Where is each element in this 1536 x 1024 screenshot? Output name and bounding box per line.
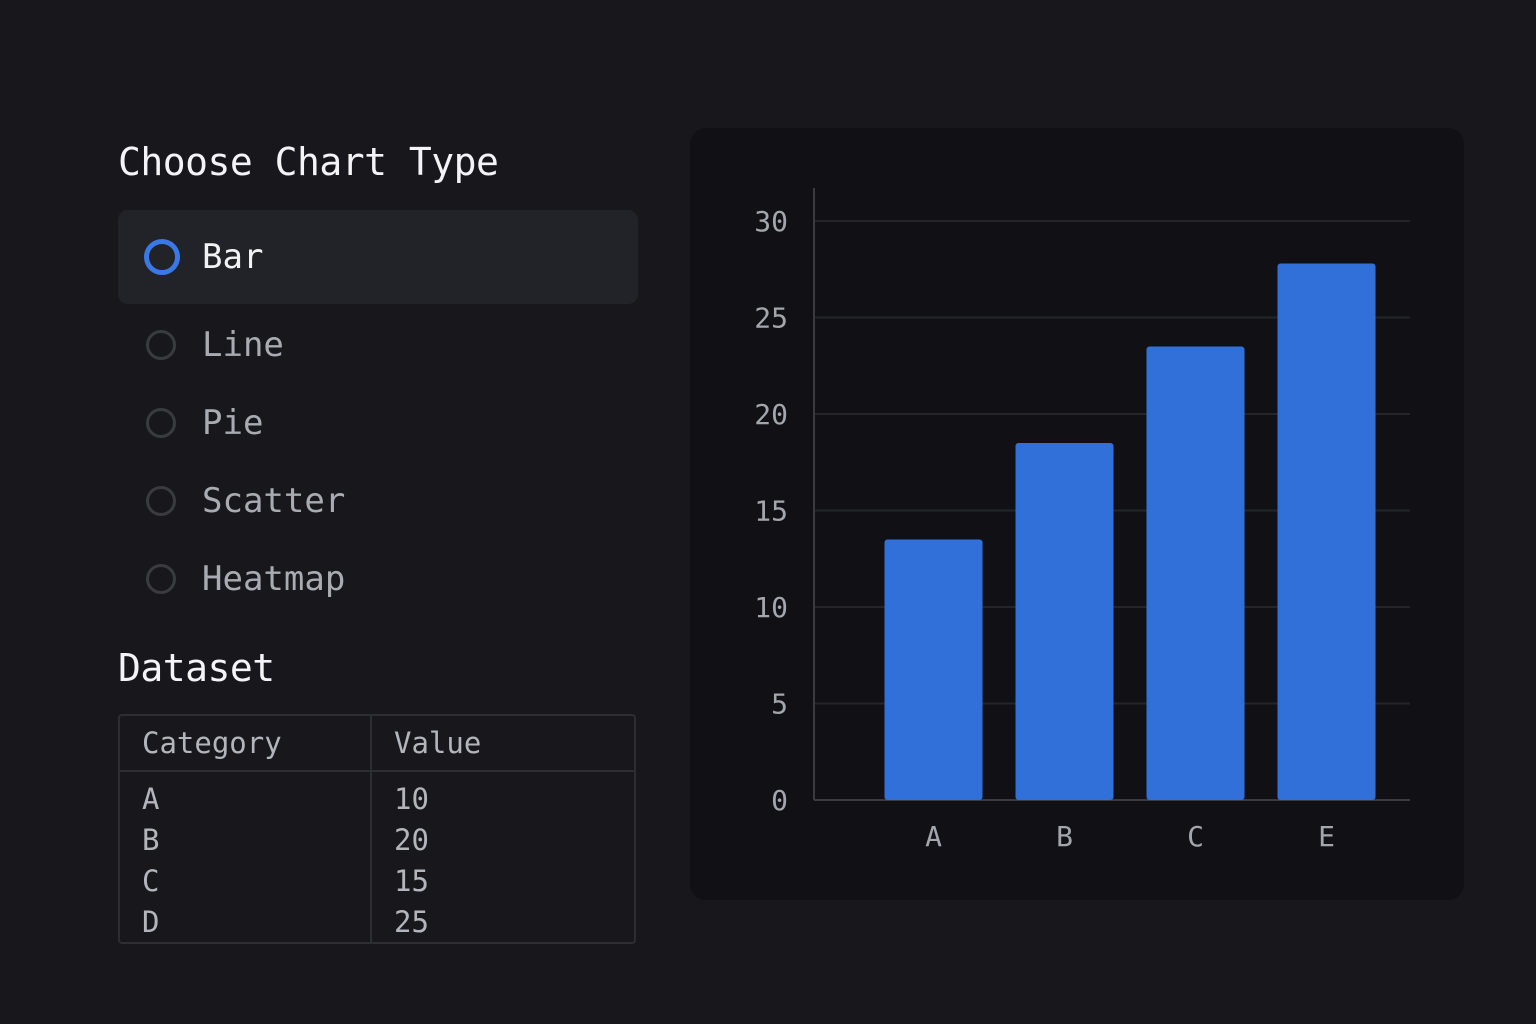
y-tick-label: 15 (754, 495, 788, 528)
table-cell-category: A (120, 772, 372, 819)
y-tick-label: 5 (771, 688, 788, 721)
column-header-category: Category (120, 716, 372, 772)
y-tick-label: 20 (754, 398, 788, 431)
y-tick-label: 30 (754, 205, 788, 238)
chart-settings-panel: Choose Chart Type Bar Line Pie Scatter H… (118, 140, 638, 944)
column-header-value: Value (372, 716, 634, 772)
table-header-row: Category Value (120, 716, 634, 772)
table-row: D 25 (120, 901, 634, 942)
table-cell-value: 15 (394, 863, 429, 898)
dataset-heading: Dataset (118, 646, 275, 690)
radio-label-line: Line (202, 325, 284, 365)
radio-selected-icon[interactable] (144, 239, 180, 275)
x-tick-label: E (1318, 820, 1335, 853)
bar (884, 539, 983, 800)
radio-option-scatter[interactable]: Scatter (118, 462, 638, 540)
table-row: A 10 (120, 772, 634, 819)
radio-label-bar: Bar (202, 237, 264, 277)
radio-option-bar[interactable]: Bar (118, 210, 638, 304)
y-tick-label: 0 (771, 784, 788, 817)
x-tick-label: A (925, 820, 942, 853)
radio-label-heatmap: Heatmap (202, 559, 346, 599)
radio-option-pie[interactable]: Pie (118, 384, 638, 462)
radio-option-heatmap[interactable]: Heatmap (118, 540, 638, 618)
table-cell-value: 25 (394, 904, 429, 939)
table-cell-category: C (120, 860, 372, 901)
radio-label-pie: Pie (202, 403, 264, 443)
table-cell-value: 10 (394, 781, 429, 816)
y-tick-label: 25 (754, 302, 788, 335)
bar (1015, 442, 1114, 800)
y-tick-label: 10 (754, 591, 788, 624)
chart-preview-panel: 0 5 10 15 20 25 30 A B C E (690, 128, 1464, 900)
radio-unselected-icon[interactable] (146, 408, 176, 438)
x-tick-label: B (1056, 820, 1073, 853)
table-cell-category: D (120, 901, 372, 942)
table-cell-value: 20 (394, 822, 429, 857)
dataset-table: Category Value A 10 B 20 C 15 D 25 (118, 714, 636, 944)
x-tick-label: C (1187, 820, 1204, 853)
table-row: C 15 (120, 860, 634, 901)
bar-chart: 0 5 10 15 20 25 30 A B C E (754, 188, 1410, 853)
radio-option-line[interactable]: Line (118, 306, 638, 384)
bar (1277, 263, 1376, 800)
chart-type-radio-group: Bar Line Pie Scatter Heatmap (118, 210, 638, 618)
chart-type-heading: Choose Chart Type (118, 140, 499, 184)
radio-unselected-icon[interactable] (146, 564, 176, 594)
table-row: B 20 (120, 819, 634, 860)
radio-unselected-icon[interactable] (146, 486, 176, 516)
radio-unselected-icon[interactable] (146, 330, 176, 360)
table-cell-category: B (120, 819, 372, 860)
radio-label-scatter: Scatter (202, 481, 346, 521)
bar (1146, 346, 1245, 800)
